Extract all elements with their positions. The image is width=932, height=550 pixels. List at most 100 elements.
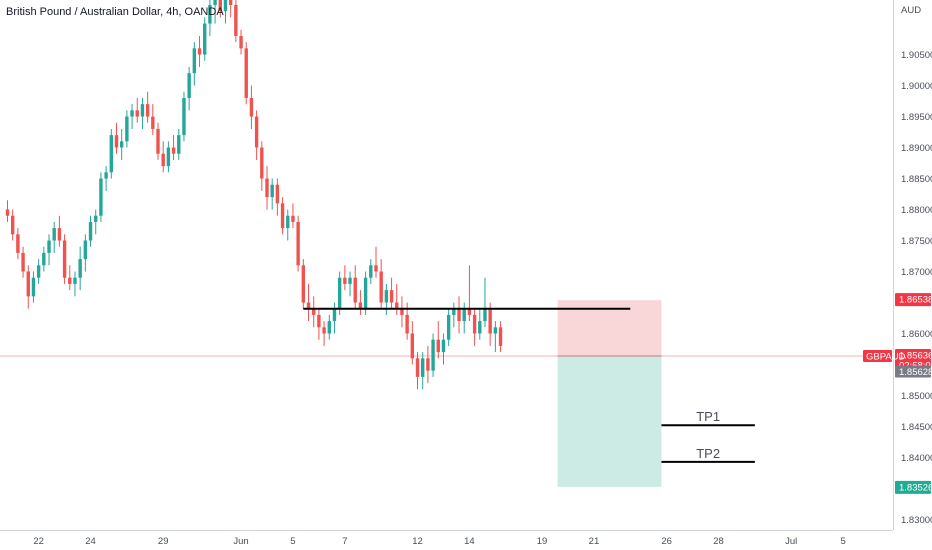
candle-body[interactable]	[327, 321, 331, 334]
candle-body[interactable]	[171, 147, 176, 154]
candle-body[interactable]	[306, 302, 311, 309]
candle-body[interactable]	[426, 358, 430, 371]
candle-body[interactable]	[161, 153, 165, 167]
candle-body[interactable]	[322, 327, 326, 334]
candle-body[interactable]	[203, 23, 207, 55]
candle-body[interactable]	[478, 321, 482, 334]
candle-body[interactable]	[265, 178, 269, 198]
candle-body[interactable]	[467, 308, 472, 315]
candle-body[interactable]	[192, 48, 197, 74]
candle-body[interactable]	[446, 314, 451, 340]
candle-body[interactable]	[317, 314, 321, 328]
candle-body[interactable]	[301, 265, 306, 303]
candle-body[interactable]	[488, 308, 492, 334]
candle-body[interactable]	[166, 147, 171, 167]
candle-body[interactable]	[353, 277, 357, 303]
candle-body[interactable]	[234, 4, 238, 36]
candle-body[interactable]	[99, 178, 103, 216]
candle-body[interactable]	[296, 221, 300, 266]
candle-body[interactable]	[493, 327, 498, 334]
candle-body[interactable]	[78, 259, 82, 278]
y-tick-label: 1.89500	[901, 112, 932, 123]
candle-body[interactable]	[156, 128, 160, 154]
candle-body[interactable]	[31, 277, 36, 297]
candle-body[interactable]	[395, 302, 399, 309]
candle-body[interactable]	[415, 358, 420, 377]
candle-body[interactable]	[228, 0, 233, 5]
candle-body[interactable]	[374, 265, 378, 272]
candle-body[interactable]	[249, 97, 254, 117]
candle-body[interactable]	[244, 48, 248, 98]
candle-body[interactable]	[182, 97, 186, 136]
candle-body[interactable]	[389, 290, 394, 303]
candle-body[interactable]	[358, 302, 363, 309]
candle-body[interactable]	[431, 339, 435, 371]
candle-body[interactable]	[52, 228, 56, 241]
candle-body[interactable]	[109, 135, 113, 173]
candle-body[interactable]	[26, 271, 30, 297]
candle-body[interactable]	[472, 314, 477, 334]
candle-body[interactable]	[421, 358, 425, 377]
candle-body[interactable]	[36, 265, 41, 278]
candle-body[interactable]	[119, 141, 124, 148]
candle-body[interactable]	[223, 0, 228, 12]
candle-body[interactable]	[239, 35, 243, 49]
candle-body[interactable]	[208, 4, 212, 24]
candle-body[interactable]	[275, 184, 280, 204]
candle-body[interactable]	[83, 240, 88, 260]
candle-body[interactable]	[291, 215, 295, 222]
candle-body[interactable]	[260, 147, 264, 179]
candle-body[interactable]	[483, 308, 487, 322]
candle-body[interactable]	[151, 116, 155, 129]
candle-body[interactable]	[405, 314, 409, 334]
candle-body[interactable]	[73, 277, 77, 284]
candle-body[interactable]	[452, 308, 456, 315]
candle-body[interactable]	[145, 104, 150, 117]
candle-body[interactable]	[125, 116, 129, 142]
candle-body[interactable]	[62, 240, 67, 278]
candle-body[interactable]	[68, 277, 72, 284]
candle-body[interactable]	[177, 135, 181, 154]
candle-body[interactable]	[140, 104, 145, 117]
candle-body[interactable]	[21, 252, 25, 272]
candle-body[interactable]	[94, 215, 98, 222]
candle-body[interactable]	[369, 265, 373, 278]
candle-body[interactable]	[343, 277, 347, 284]
candle-body[interactable]	[57, 228, 62, 241]
candle-body[interactable]	[114, 135, 119, 148]
candle-body[interactable]	[280, 203, 285, 229]
candle-body[interactable]	[384, 290, 389, 303]
candle-body[interactable]	[286, 215, 290, 229]
candle-body[interactable]	[379, 271, 383, 303]
candle-body[interactable]	[332, 308, 337, 322]
candle-body[interactable]	[441, 339, 446, 353]
candle-body[interactable]	[337, 277, 342, 309]
candle-body[interactable]	[457, 308, 461, 322]
candle-body[interactable]	[104, 172, 108, 179]
candle-body[interactable]	[410, 333, 415, 359]
candle-body[interactable]	[462, 308, 466, 322]
candle-body[interactable]	[42, 252, 46, 266]
candle-body[interactable]	[218, 0, 222, 12]
candle-body[interactable]	[130, 110, 134, 117]
candle-body[interactable]	[254, 116, 259, 148]
candle-body[interactable]	[187, 73, 191, 98]
take-profit-zone[interactable]	[557, 356, 662, 487]
candle-body[interactable]	[10, 215, 15, 235]
candle-body[interactable]	[348, 277, 352, 284]
candle-body[interactable]	[197, 48, 202, 55]
candle-body[interactable]	[498, 327, 503, 346]
x-tick-label: 24	[85, 536, 96, 547]
candle-body[interactable]	[270, 184, 274, 198]
candle-body[interactable]	[16, 234, 20, 253]
candle-body[interactable]	[47, 240, 51, 253]
candle-body[interactable]	[363, 277, 368, 309]
candle-body[interactable]	[400, 308, 404, 315]
candle-body[interactable]	[135, 110, 139, 117]
candle-body[interactable]	[213, 0, 217, 5]
candle-body[interactable]	[88, 221, 93, 241]
candle-body[interactable]	[312, 308, 316, 315]
candle-body[interactable]	[5, 209, 10, 216]
candle-body[interactable]	[436, 339, 440, 353]
